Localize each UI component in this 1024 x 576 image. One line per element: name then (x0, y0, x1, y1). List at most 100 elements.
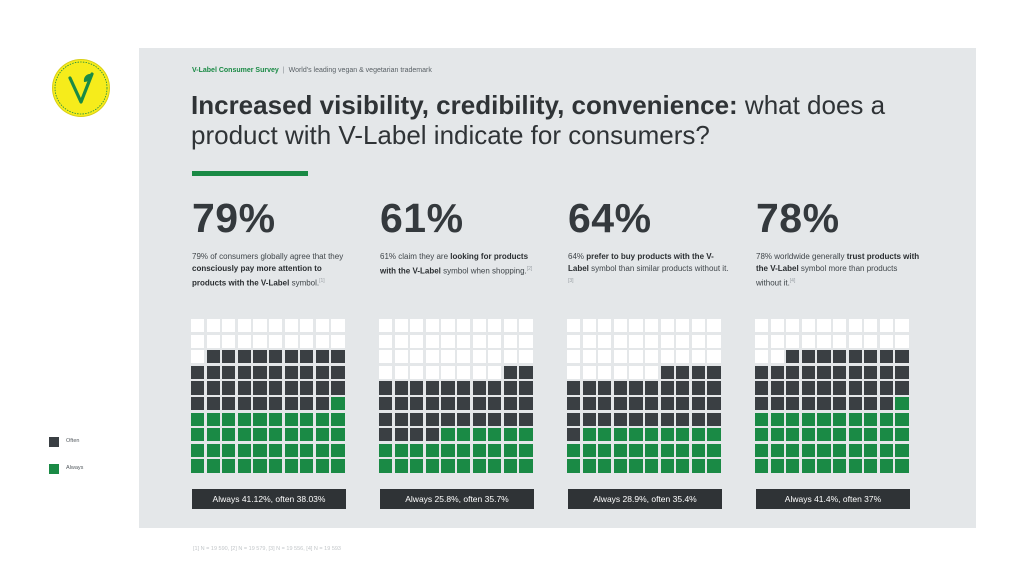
waffle-cell-always (237, 412, 252, 426)
waffle-cell-empty (598, 319, 612, 333)
chart-caption-1: Always 41.12%, often 38.03% (192, 489, 346, 509)
waffle-cell-empty (379, 350, 393, 364)
waffle-cell-empty (629, 350, 643, 364)
waffle-cell-empty (315, 334, 330, 348)
waffle-cell-often (331, 350, 345, 364)
waffle-cell-often (410, 381, 424, 395)
waffle-cell-always (441, 443, 455, 458)
waffle-cell-often (567, 381, 581, 395)
waffle-cell-empty (269, 334, 283, 348)
title-rest: what does a product with V-Label indicat… (191, 90, 886, 150)
waffle-cell-always (864, 459, 878, 473)
waffle-cell-always (660, 443, 674, 458)
waffle-cell-often (222, 381, 236, 395)
waffle-cell-empty (645, 350, 659, 364)
waffle-cell-often (864, 350, 878, 364)
waffle-cell-always (598, 459, 612, 473)
waffle-cell-empty (770, 350, 784, 364)
waffle-cell-always (645, 428, 659, 442)
waffle-cell-always (379, 459, 393, 473)
waffle-cell-empty (895, 319, 909, 333)
waffle-cell-often (206, 381, 220, 395)
waffle-cell-always (269, 459, 283, 473)
waffle-cell-often (394, 428, 408, 442)
waffle-cell-often (707, 365, 721, 380)
waffle-cell-always (394, 443, 408, 458)
waffle-cell-empty (645, 319, 659, 333)
waffle-cell-often (629, 381, 643, 395)
waffle-cell-empty (222, 334, 236, 348)
waffle-cell-empty (394, 365, 408, 380)
waffle-cell-always (457, 459, 471, 473)
waffle-cell-always (582, 443, 596, 458)
waffle-cell-always (441, 428, 455, 442)
waffle-cell-often (582, 381, 596, 395)
waffle-cell-empty (410, 334, 424, 348)
waffle-cell-always (786, 443, 800, 458)
waffle-cell-empty (191, 319, 205, 333)
waffle-cell-often (645, 412, 659, 426)
survey-panel: V-Label Consumer Survey | World's leading … (139, 48, 976, 528)
waffle-cell-empty (598, 365, 612, 380)
waffle-cell-often (222, 365, 236, 380)
v-label-logo (53, 60, 109, 116)
waffle-cell-often (472, 412, 486, 426)
waffle-cell-always (613, 443, 628, 458)
waffle-cell-often (331, 381, 345, 395)
waffle-cell-often (801, 365, 816, 380)
waffle-cell-often (660, 365, 674, 380)
waffle-cell-often (786, 381, 800, 395)
waffle-cell-always (895, 443, 909, 458)
stat-desc-bold: trust products with the V-Label (756, 252, 920, 273)
waffle-cell-always (331, 428, 345, 442)
stat-footnote-ref: [1] (319, 278, 325, 284)
waffle-cell-empty (613, 350, 628, 364)
waffle-cell-always (222, 428, 236, 442)
waffle-cell-empty (331, 319, 345, 333)
waffle-cell-empty (472, 365, 486, 380)
waffle-cell-empty (895, 334, 909, 348)
waffle-cell-empty (300, 319, 314, 333)
waffle-cell-always (786, 428, 800, 442)
waffle-cell-often (315, 397, 330, 411)
waffle-cell-always (269, 412, 283, 426)
waffle-cell-often (801, 381, 816, 395)
waffle-cell-empty (801, 334, 816, 348)
waffle-cell-empty (441, 319, 455, 333)
chart-caption-2: Always 25.8%, often 35.7% (380, 489, 534, 509)
waffle-cell-always (848, 443, 862, 458)
waffle-cell-often (425, 397, 440, 411)
waffle-cell-always (755, 459, 769, 473)
waffle-cell-always (770, 428, 784, 442)
waffle-cell-always (284, 443, 298, 458)
waffle-cell-always (895, 428, 909, 442)
waffle-cell-often (598, 381, 612, 395)
waffle-cell-empty (817, 334, 831, 348)
waffle-cell-often (770, 365, 784, 380)
legend-label-always: Always (66, 465, 84, 471)
waffle-cell-empty (503, 334, 518, 348)
waffle-cell-empty (191, 350, 205, 364)
waffle-cell-often (691, 412, 706, 426)
waffle-cell-always (206, 459, 220, 473)
waffle-cell-often (645, 381, 659, 395)
waffle-cell-always (848, 412, 862, 426)
stat-desc-post: symbol. (289, 278, 320, 288)
waffle-cell-always (191, 412, 205, 426)
waffle-cell-empty (441, 350, 455, 364)
waffle-cell-often (222, 350, 236, 364)
waffle-cell-empty (472, 334, 486, 348)
waffle-cell-often (237, 381, 252, 395)
waffle-cell-always (269, 443, 283, 458)
survey-kicker: V-Label Consumer Survey | World's leading … (192, 67, 432, 74)
waffle-cell-empty (833, 319, 847, 333)
waffle-cell-always (253, 459, 267, 473)
title-underline (192, 171, 308, 176)
waffle-cell-always (567, 459, 581, 473)
waffle-cell-empty (394, 334, 408, 348)
waffle-cell-always (519, 459, 533, 473)
waffle-cell-empty (848, 319, 862, 333)
waffle-cell-often (833, 365, 847, 380)
waffle-cell-always (707, 459, 721, 473)
waffle-cell-always (488, 428, 502, 442)
